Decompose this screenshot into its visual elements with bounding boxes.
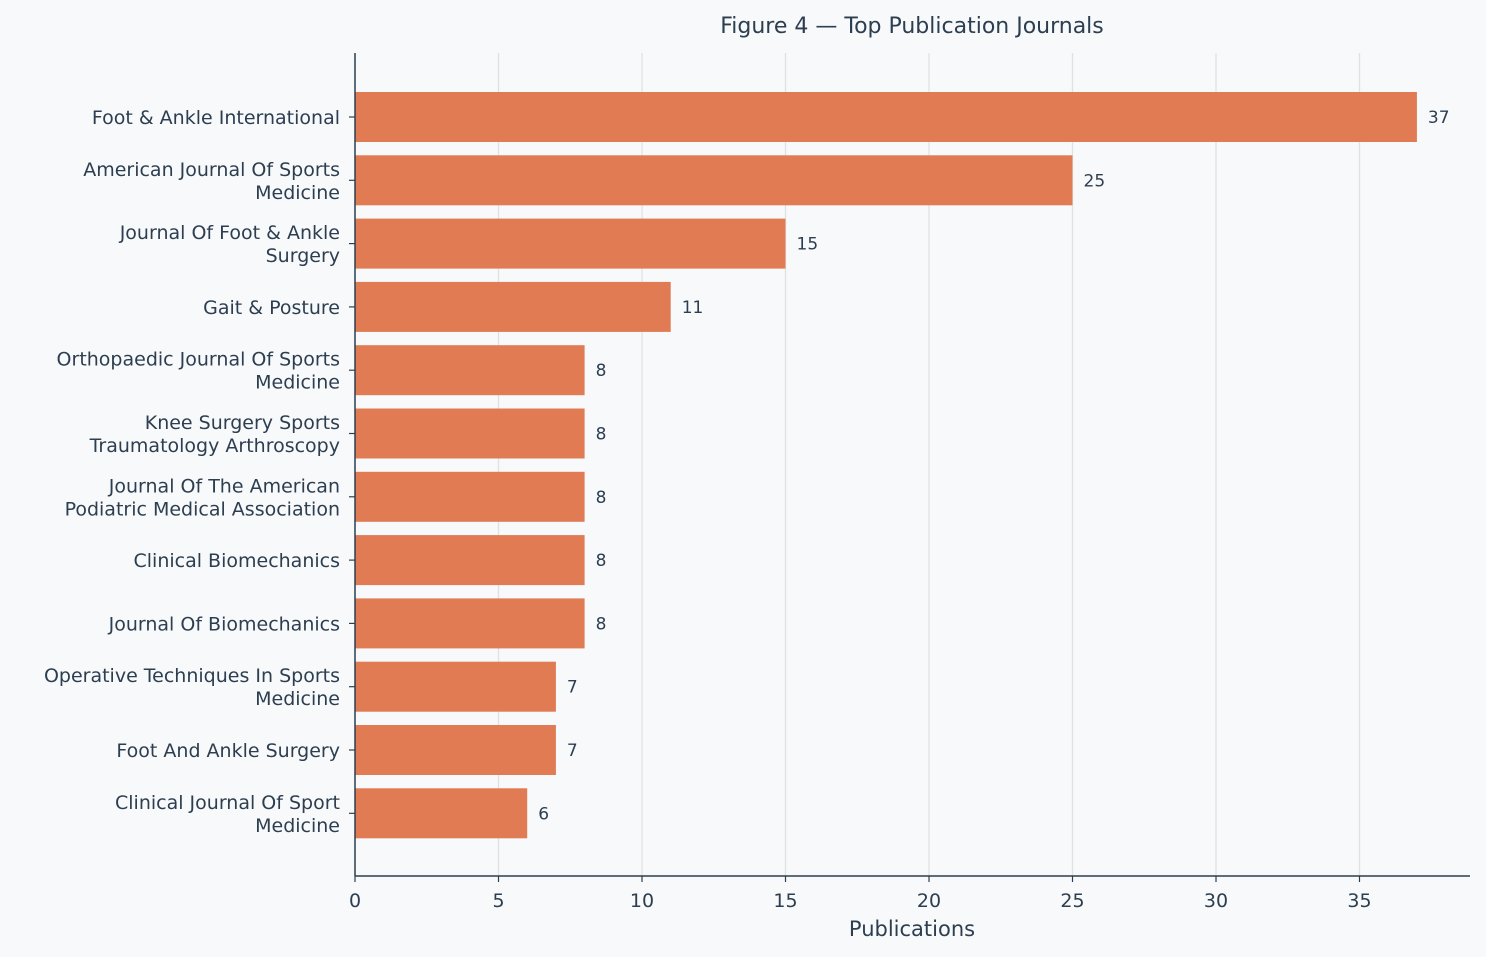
category-label: Knee Surgery Sports: [145, 412, 340, 434]
bar: [355, 281, 671, 332]
bars: [355, 92, 1417, 839]
bar-value-label: 37: [1428, 108, 1450, 128]
category-label: Operative Techniques In Sports: [44, 665, 340, 687]
category-label: Journal Of Biomechanics: [108, 613, 340, 635]
x-axis-ticks: 0 5 10 15 20 25 30 35: [349, 116, 1372, 912]
x-tick-label: 10: [630, 890, 654, 912]
x-tick-label: 20: [917, 890, 941, 912]
category-label: Traumatology Arthroscopy: [89, 435, 340, 457]
bar-value-label: 8: [596, 488, 607, 508]
category-label: Orthopaedic Journal Of Sports: [57, 349, 340, 371]
category-label: Medicine: [255, 815, 340, 837]
bar-value-label: 25: [1084, 171, 1106, 191]
bar-value-label: 8: [596, 425, 607, 445]
x-tick-label: 15: [773, 890, 797, 912]
bar: [355, 661, 556, 712]
bar-value-label: 15: [797, 235, 819, 255]
category-label: American Journal Of Sports: [83, 159, 340, 181]
category-label: Clinical Journal Of Sport: [115, 792, 340, 814]
category-label: Clinical Biomechanics: [134, 550, 341, 572]
category-label: Medicine: [255, 688, 340, 710]
bar-value-label: 7: [567, 678, 578, 698]
bar-value-label: 7: [567, 741, 578, 761]
x-tick-label: 25: [1060, 890, 1084, 912]
bar: [355, 345, 585, 396]
category-label: Foot & Ankle International: [92, 107, 340, 129]
category-label: Surgery: [266, 245, 340, 267]
category-label: Journal Of The American: [108, 475, 340, 497]
category-label: Podiatric Medical Association: [65, 498, 340, 520]
bar-value-label: 8: [596, 551, 607, 571]
bar: [355, 92, 1417, 142]
x-tick-label: 35: [1347, 890, 1371, 912]
bar-value-label: 8: [596, 361, 607, 381]
x-tick-label: 0: [349, 890, 361, 912]
bar: [355, 471, 585, 522]
category-label: Medicine: [255, 372, 340, 394]
bar-value-label: 11: [682, 298, 704, 318]
x-axis-label: Publications: [849, 917, 975, 941]
x-tick-label: 30: [1204, 890, 1228, 912]
category-label: Foot And Ankle Surgery: [116, 740, 340, 762]
category-labels: Foot & Ankle International American Journ…: [44, 107, 340, 837]
bar-value-label: 6: [538, 804, 549, 824]
bar: [355, 535, 585, 586]
bar: [355, 598, 585, 649]
value-labels: 37 25 15 11 8 8 8 8 8 7 7 6: [538, 108, 1449, 824]
category-label: Gait & Posture: [203, 297, 340, 319]
chart-title: Figure 4 — Top Publication Journals: [720, 14, 1104, 39]
bar-value-label: 8: [596, 614, 607, 634]
bar: [355, 788, 528, 839]
category-label: Medicine: [255, 182, 340, 204]
bar: [355, 408, 585, 459]
x-tick-label: 5: [492, 890, 504, 912]
bar: [355, 725, 556, 775]
bar: [355, 218, 786, 269]
bar: [355, 155, 1073, 206]
category-label: Journal Of Foot & Ankle: [119, 222, 340, 244]
